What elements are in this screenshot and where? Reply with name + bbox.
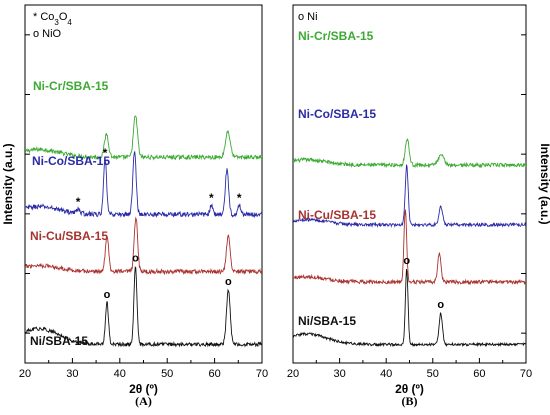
- x-tick-label: 70: [520, 368, 532, 380]
- legend-entry: o Ni: [298, 11, 318, 23]
- series-line-ni-cu-sba-15: [25, 216, 262, 276]
- peak-marker: *: [76, 195, 81, 209]
- series-label: Ni-Co/SBA-15: [298, 107, 376, 121]
- series-label: Ni/SBA-15: [298, 314, 356, 328]
- x-axis-title: 2θ (º): [129, 382, 158, 396]
- series-line-ni-cr-sba-15: [25, 115, 262, 161]
- series-line-ni-co-sba-15: [293, 163, 526, 228]
- x-tick-label: 50: [161, 368, 173, 380]
- panel-b: 20 30 40 50 60 70 2θ (º) Intensity (a.u.) (B) o N…: [287, 4, 550, 408]
- series-label: Ni/SBA-15: [30, 334, 88, 348]
- legend-entry: o NiO: [33, 28, 62, 40]
- series-label: Ni-Cr/SBA-15: [33, 79, 109, 93]
- x-axis-title: 2θ (º): [395, 382, 424, 396]
- x-tick-label: 30: [333, 368, 345, 380]
- plot-frame: [292, 4, 527, 364]
- x-tick-label: 20: [19, 368, 31, 380]
- series-line-ni-cu-sba-15: [293, 209, 526, 286]
- peak-marker: o: [403, 255, 410, 267]
- x-tick-label: 60: [208, 368, 220, 380]
- x-tick-label: 50: [427, 368, 439, 380]
- series-label: Ni-Cu/SBA-15: [298, 208, 376, 222]
- series-line-ni-sba-15: [25, 266, 262, 348]
- x-tick-label: 60: [473, 368, 485, 380]
- series-label: Ni-Cr/SBA-15: [298, 29, 374, 43]
- x-tick-label: 30: [66, 368, 78, 380]
- peak-marker: *: [209, 191, 214, 205]
- series-line-ni-cr-sba-15: [293, 138, 526, 169]
- peak-marker: *: [237, 191, 242, 205]
- x-tick-label: 70: [256, 368, 268, 380]
- peak-marker: o: [225, 276, 232, 288]
- panel-a: 20 30 40 50 60 70 2θ (º) Intensity (a.u.) (A) * C…: [1, 4, 268, 408]
- panel-label: (A): [135, 394, 152, 408]
- peak-marker: o: [132, 252, 139, 264]
- x-tick-label: 20: [287, 368, 299, 380]
- series-line-ni-co-sba-15: [25, 151, 262, 219]
- y-axis-title: Intensity (a.u.): [538, 143, 550, 224]
- series-label: Ni-Cu/SBA-15: [30, 229, 108, 243]
- legend-entry: * Co3O4: [33, 11, 72, 27]
- x-tick-label: 40: [114, 368, 126, 380]
- peak-marker: o: [437, 299, 444, 311]
- y-axis-title: Intensity (a.u.): [1, 143, 15, 224]
- series-label: Ni-Co/SBA-15: [32, 154, 110, 168]
- x-tick-label: 40: [380, 368, 392, 380]
- peak-marker: o: [104, 289, 111, 301]
- panel-label: (B): [402, 394, 418, 408]
- series-line-ni-sba-15: [293, 269, 526, 348]
- peak-marker: *: [103, 146, 108, 160]
